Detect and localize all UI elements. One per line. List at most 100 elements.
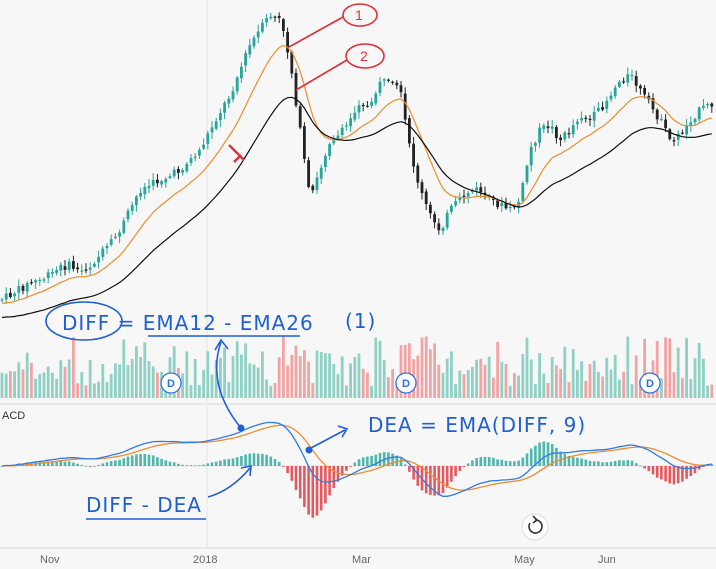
candle — [303, 122, 306, 164]
volume-bar — [206, 351, 210, 398]
candle — [424, 188, 428, 210]
macd-histogram-bar — [672, 466, 676, 485]
macd-histogram-bar — [534, 445, 537, 466]
reset-button[interactable] — [521, 513, 549, 541]
macd-histogram-bar — [319, 466, 323, 511]
volume-bar — [13, 371, 16, 398]
candle — [437, 218, 441, 235]
volume-bar — [172, 346, 176, 398]
candle — [433, 211, 436, 229]
volume-bars — [0, 336, 714, 398]
macd-histogram-bar — [223, 459, 226, 466]
volume-bar — [500, 361, 504, 398]
volume-bar — [105, 381, 109, 398]
macd-histogram-bar — [626, 460, 630, 466]
volume-bar — [269, 385, 273, 398]
macd-histogram-bar — [147, 454, 151, 466]
macd-histogram-bar — [76, 463, 79, 466]
candle — [269, 12, 273, 20]
macd-histogram-bar — [210, 462, 214, 466]
macd-histogram-bar — [592, 461, 596, 466]
macd-histogram-bar — [97, 464, 100, 466]
volume-bar — [521, 354, 525, 398]
macd-histogram-bar — [651, 466, 655, 475]
volume-bar — [151, 366, 155, 398]
volume-bar — [311, 382, 315, 398]
candle — [63, 260, 67, 276]
macd-histogram-bar — [370, 455, 373, 466]
volume-bar — [483, 364, 487, 398]
volume-bar — [542, 373, 546, 398]
macd-histogram-bar — [277, 461, 281, 466]
macd-histogram-bar — [571, 456, 575, 466]
macd-histogram-bar — [126, 456, 130, 466]
macd-histogram-bar — [46, 461, 50, 466]
macd-histogram-bar — [387, 452, 390, 466]
candle — [256, 24, 260, 44]
macd-histogram-bar — [168, 461, 172, 466]
candle — [286, 27, 289, 59]
candle — [454, 196, 457, 208]
volume-bar — [248, 363, 252, 398]
candle — [240, 62, 243, 83]
candle — [244, 49, 247, 73]
volume-bar — [130, 358, 134, 398]
macd-histogram-bar — [315, 466, 319, 516]
candle — [529, 141, 533, 172]
candle — [294, 68, 298, 108]
volume-bar — [639, 379, 642, 398]
candle — [38, 277, 42, 286]
macd-histogram-bar — [0, 466, 4, 467]
macd-panel-label: ACD — [2, 410, 25, 422]
candle — [361, 102, 365, 112]
candle — [466, 190, 470, 204]
candle — [601, 101, 604, 112]
volume-bar — [475, 359, 478, 398]
macd-histogram-bar — [240, 455, 243, 466]
macd-histogram-bar — [441, 466, 445, 494]
volume-bar — [471, 366, 474, 398]
dividend-marker[interactable]: D — [160, 372, 182, 394]
macd-histogram-bar — [559, 451, 562, 466]
candle — [76, 262, 79, 273]
macd-histogram-bar — [164, 460, 168, 466]
candle — [584, 115, 588, 123]
dea-point — [305, 446, 313, 454]
macd-histogram-bar — [88, 466, 92, 467]
candle — [689, 116, 693, 132]
macd-histogram-bar — [67, 461, 71, 466]
macd-histogram-bar — [597, 461, 600, 466]
candle — [198, 147, 201, 159]
volume-bar — [135, 346, 138, 398]
macd-histogram-bar — [202, 464, 205, 466]
volume-bar — [42, 372, 46, 398]
macd-histogram-bar — [576, 457, 579, 466]
macd-histogram-bar — [391, 453, 394, 466]
candle — [160, 179, 163, 188]
volume-bar — [198, 385, 201, 398]
candle — [46, 268, 50, 284]
candle — [109, 234, 113, 247]
hist-arrowhead — [240, 465, 252, 477]
volume-bar — [189, 385, 193, 398]
volume-bar — [382, 359, 386, 398]
volume-bar — [571, 349, 575, 398]
candle — [441, 226, 445, 235]
dividend-marker[interactable]: D — [639, 372, 661, 394]
candle — [349, 113, 352, 132]
macd-histogram-bar — [374, 454, 378, 466]
macd-histogram-bar — [177, 463, 180, 466]
macd-histogram-bar — [151, 455, 155, 466]
candle — [475, 181, 478, 196]
macd-histogram-bar — [521, 457, 525, 466]
candlesticks — [0, 12, 714, 305]
candle — [0, 297, 4, 303]
volume-bar — [601, 376, 604, 398]
dividend-marker[interactable]: D — [395, 372, 417, 394]
macd-histogram-bar — [139, 454, 142, 466]
candle — [500, 196, 504, 212]
volume-bar — [681, 378, 684, 398]
volume-bar — [51, 372, 54, 398]
dea-arrowhead — [337, 425, 349, 438]
